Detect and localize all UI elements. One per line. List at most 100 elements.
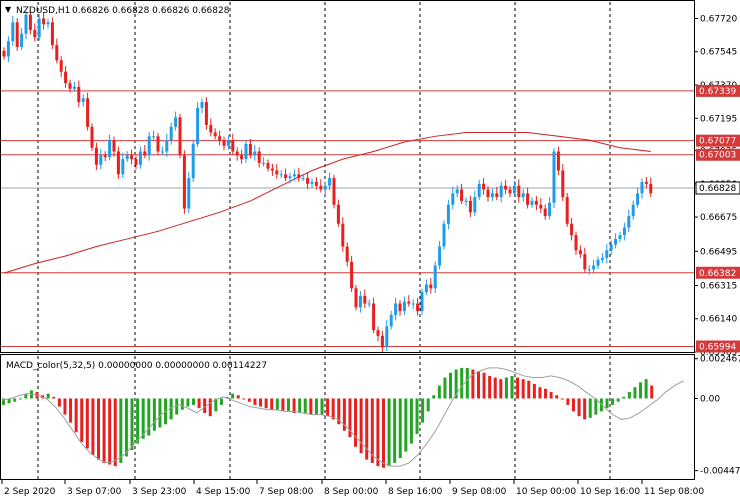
- bearish-candle: [15, 22, 19, 47]
- bearish-candle: [64, 71, 68, 84]
- macd-histogram-bar: [443, 377, 447, 399]
- bullish-candle: [262, 162, 266, 164]
- bearish-candle: [178, 117, 182, 156]
- bearish-candle: [248, 143, 252, 156]
- bearish-candle: [222, 140, 226, 146]
- bearish-candle: [182, 155, 186, 209]
- chart-symbol-title: NZDUSD,H1: [16, 6, 70, 16]
- bullish-candle: [138, 151, 142, 165]
- bullish-candle: [46, 22, 50, 25]
- macd-histogram-bar: [203, 398, 207, 413]
- macd-histogram-bar: [331, 398, 335, 420]
- price-tick-label: 0.67720: [700, 14, 737, 24]
- price-level-badges: 0.67339 0.67077 0.67003 0.66382 0.65994 0.668…: [695, 84, 740, 353]
- macd-histogram-bar: [493, 377, 497, 399]
- macd-tick-label: 0.00: [700, 394, 720, 404]
- candles-layer[interactable]: [2, 9, 653, 352]
- macd-histogram-bar: [370, 398, 374, 463]
- bullish-candle: [438, 246, 442, 266]
- macd-histogram-bar: [169, 398, 173, 420]
- time-tick-label: 3 Sep 23:00: [132, 487, 187, 497]
- horizontal-levels: [1, 90, 694, 347]
- bullish-candle: [169, 126, 173, 141]
- bearish-candle: [380, 335, 384, 348]
- macd-histogram-bar: [69, 398, 73, 423]
- macd-histogram-bar: [259, 398, 263, 407]
- bearish-candle: [218, 136, 222, 141]
- macd-histogram-bar: [449, 372, 453, 399]
- bullish-candle: [473, 197, 477, 213]
- bullish-candle: [147, 136, 151, 156]
- bullish-candle: [548, 202, 552, 217]
- macd-histogram-bar: [577, 398, 581, 417]
- bullish-candle: [279, 174, 283, 176]
- bullish-candle: [455, 189, 459, 194]
- bearish-candle: [68, 83, 72, 89]
- bearish-candle: [28, 14, 32, 30]
- bullish-candle: [389, 314, 393, 327]
- time-axis[interactable]: 2 Sep 2020 3 Sep 07:00 3 Sep 23:00 4 Sep 15…: [1, 480, 704, 497]
- bearish-candle: [561, 170, 565, 198]
- bullish-candle: [6, 41, 10, 57]
- bullish-candle: [11, 22, 15, 42]
- bearish-candle: [2, 50, 6, 57]
- macd-histogram-bar: [52, 396, 56, 399]
- bearish-candle: [429, 284, 433, 289]
- macd-histogram-bar: [571, 398, 575, 412]
- bullish-candle: [72, 86, 76, 89]
- macd-histogram-bar: [24, 393, 28, 399]
- macd-histogram-bar: [644, 379, 648, 399]
- bearish-candle: [486, 189, 490, 198]
- bullish-candle: [367, 303, 371, 305]
- macd-histogram-bar: [63, 398, 67, 415]
- macd-histogram-bar: [124, 398, 128, 457]
- macd-histogram-bar: [286, 398, 290, 412]
- bearish-candle: [578, 250, 582, 255]
- bullish-candle: [244, 143, 248, 160]
- bullish-candle: [81, 98, 85, 103]
- time-tick-label: 10 Sep 16:00: [580, 487, 640, 497]
- bullish-candle: [191, 143, 195, 179]
- bearish-candle: [240, 155, 244, 160]
- bullish-candle: [446, 204, 450, 224]
- bullish-candle: [636, 193, 640, 205]
- macd-histogram-bar: [409, 398, 413, 444]
- macd-histogram-bar: [236, 395, 240, 399]
- bearish-candle: [156, 136, 160, 152]
- macd-histogram-bar: [197, 398, 201, 409]
- bullish-candle: [622, 227, 626, 236]
- bearish-candle: [213, 132, 217, 137]
- level-price-label: 0.67339: [699, 87, 736, 97]
- macd-histogram-bar: [337, 398, 341, 425]
- current-price-badge: [695, 181, 740, 195]
- bearish-candle: [482, 183, 486, 190]
- bullish-candle: [592, 265, 596, 270]
- bearish-candle: [398, 303, 402, 312]
- macd-histogram-bar: [566, 398, 570, 405]
- macd-histogram-bar: [588, 398, 592, 418]
- macd-histogram-bar: [253, 398, 257, 405]
- bearish-candle: [306, 178, 310, 184]
- macd-histogram-bar: [650, 385, 654, 399]
- level-price-badge: [696, 340, 740, 353]
- level-price-badge: [696, 134, 740, 147]
- macd-histogram-bar: [633, 387, 637, 399]
- macd-histogram-bar: [320, 398, 324, 415]
- bullish-candle: [587, 269, 591, 271]
- macd-tick-label: -0.004479: [700, 467, 740, 477]
- level-price-label: 0.67077: [699, 137, 736, 147]
- bullish-candle: [310, 181, 314, 184]
- macd-histogram-bar: [549, 392, 553, 399]
- bullish-candle: [328, 178, 332, 186]
- price-tick-label: 0.66140: [700, 315, 737, 325]
- bearish-candle: [539, 204, 543, 209]
- macd-histogram-bar: [298, 398, 302, 413]
- chart-title-triangle-icon[interactable]: ▼: [5, 5, 12, 14]
- macd-histogram-bar: [247, 398, 251, 402]
- macd-histogram-bar: [264, 398, 268, 409]
- macd-histogram-bar: [191, 398, 195, 405]
- bearish-candle: [257, 151, 261, 163]
- macd-histogram-bar: [426, 398, 430, 412]
